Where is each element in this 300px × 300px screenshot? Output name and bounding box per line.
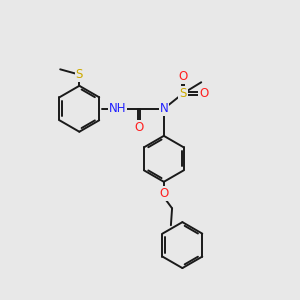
Text: S: S bbox=[179, 87, 187, 100]
Text: NH: NH bbox=[109, 102, 126, 115]
Text: O: O bbox=[134, 122, 143, 134]
Text: O: O bbox=[159, 187, 169, 200]
Text: O: O bbox=[178, 70, 188, 83]
Text: O: O bbox=[199, 87, 208, 100]
Text: N: N bbox=[160, 102, 168, 115]
Text: S: S bbox=[76, 68, 83, 81]
